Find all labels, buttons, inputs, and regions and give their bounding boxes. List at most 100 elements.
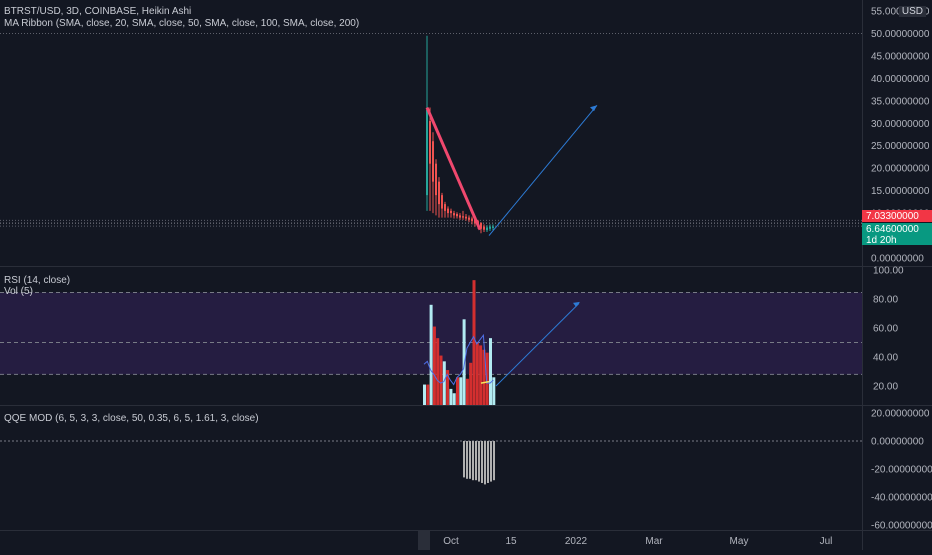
rsi-tick-label: 40.00 [873, 353, 898, 364]
candle-body [492, 226, 494, 228]
projection-line [488, 104, 598, 236]
time-tick-label: 2022 [565, 536, 588, 547]
volume-bar [423, 384, 426, 405]
volume-bar [482, 349, 486, 405]
candle-body [435, 163, 437, 196]
candle-body [429, 121, 431, 164]
rsi-projection-line [495, 302, 580, 387]
current-price-badge: 6.64600000 1d 20h [862, 223, 932, 246]
qqe-pane[interactable] [0, 440, 862, 485]
candle-body [471, 218, 473, 222]
candle-body [450, 210, 452, 214]
volume-bar [436, 338, 440, 405]
candle-body [462, 216, 464, 218]
time-tick-label: Oct [443, 536, 459, 547]
candle-body [468, 217, 470, 220]
candle-body [486, 227, 488, 231]
qqe-tick-label: 20.00000000 [871, 409, 930, 420]
volume-bar [475, 342, 479, 405]
rsi-tick-label: 100.00 [873, 266, 904, 277]
candle-body [426, 109, 428, 196]
volume-bar [465, 378, 469, 405]
volume-bar [449, 388, 453, 405]
volume-bar [432, 326, 436, 405]
candle-body [453, 213, 455, 216]
volume-bar [489, 338, 492, 405]
price-tick-label: 0.00000000 [871, 254, 924, 265]
rsi-tick-label: 80.00 [873, 295, 898, 306]
time-tick-label: Jul [820, 536, 833, 547]
qqe-tick-label: 0.00000000 [871, 437, 924, 448]
time-tick-label: Mar [645, 536, 663, 547]
volume-bar [462, 319, 466, 405]
qqe-tick-label: -60.00000000 [871, 521, 932, 532]
volume-bar [485, 352, 489, 405]
rsi-signal-line [480, 380, 490, 384]
price-tick-label: 20.00000000 [871, 164, 930, 175]
qqe-histogram-bar [493, 441, 495, 481]
qqe-histogram-bar [475, 441, 477, 481]
volume-bar [492, 377, 496, 405]
qqe-histogram-bar [472, 441, 474, 481]
volume-bar [439, 355, 443, 405]
volume-bar [459, 377, 463, 405]
price-tick-label: 35.00000000 [871, 96, 930, 107]
candle-body [441, 195, 443, 209]
rsi-tick-label: 20.00 [873, 382, 898, 393]
last-price-badge: 7.03300000 [862, 210, 932, 222]
rsi-line [423, 333, 494, 386]
qqe-histogram-bar [481, 441, 483, 483]
candle-body [438, 181, 440, 205]
candle-body [456, 213, 458, 217]
candle-body [444, 204, 446, 211]
rsi-tick-label: 60.00 [873, 324, 898, 335]
current-price-value: 6.64600000 [866, 224, 919, 235]
price-tick-label: 15.00000000 [871, 186, 930, 197]
volume-bar [472, 280, 476, 405]
qqe-tick-label: -20.00000000 [871, 465, 932, 476]
downtrend-line [425, 106, 482, 231]
candle-body [483, 226, 485, 230]
rsi-projection-arrowhead [573, 301, 580, 307]
ma-ribbon-legend[interactable]: MA Ribbon (SMA, close, 20, SMA, close, 5… [4, 18, 360, 29]
candle-body [447, 208, 449, 214]
rsi-pane[interactable] [0, 280, 862, 405]
time-cursor-marker [418, 531, 430, 550]
time-tick-label: May [730, 536, 749, 547]
qqe-histogram-bar [466, 441, 468, 479]
qqe-histogram-bar [469, 441, 471, 479]
qqe-histogram-bar [463, 441, 465, 478]
qqe-histogram-bar [484, 441, 486, 485]
price-pane[interactable] [425, 35, 598, 236]
volume-bar [452, 393, 456, 405]
volume-bar [426, 384, 430, 405]
price-tick-label: 40.00000000 [871, 74, 930, 85]
chart-title[interactable]: BTRST/USD, 3D, COINBASE, Heikin Ashi [4, 6, 192, 17]
volume-bar [456, 377, 459, 405]
rsi-legend[interactable]: RSI (14, close) [4, 275, 71, 286]
qqe-legend[interactable]: QQE MOD (6, 5, 3, 3, close, 50, 0.35, 6,… [4, 413, 259, 424]
qqe-histogram-bar [478, 441, 480, 482]
price-tick-label: 50.00000000 [871, 29, 930, 40]
volume-legend[interactable]: Vol (5) [4, 286, 33, 297]
price-tick-label: 25.00000000 [871, 141, 930, 152]
candle-body [459, 215, 461, 218]
volume-bar [442, 361, 446, 405]
qqe-histogram-bar [487, 441, 489, 483]
projection-arrowhead [590, 105, 597, 112]
last-price-value: 7.03300000 [866, 211, 919, 222]
candle-body [489, 226, 491, 229]
candle-body [432, 141, 434, 182]
price-tick-label: 30.00000000 [871, 119, 930, 130]
qqe-histogram-bar [490, 441, 492, 482]
time-tick-label: 15 [505, 536, 517, 547]
countdown-value: 1d 20h [866, 235, 897, 246]
volume-bar [429, 304, 433, 405]
volume-bar [479, 345, 483, 405]
currency-label[interactable]: USD [898, 6, 926, 17]
volume-bar [446, 370, 450, 405]
qqe-tick-label: -40.00000000 [871, 493, 932, 504]
